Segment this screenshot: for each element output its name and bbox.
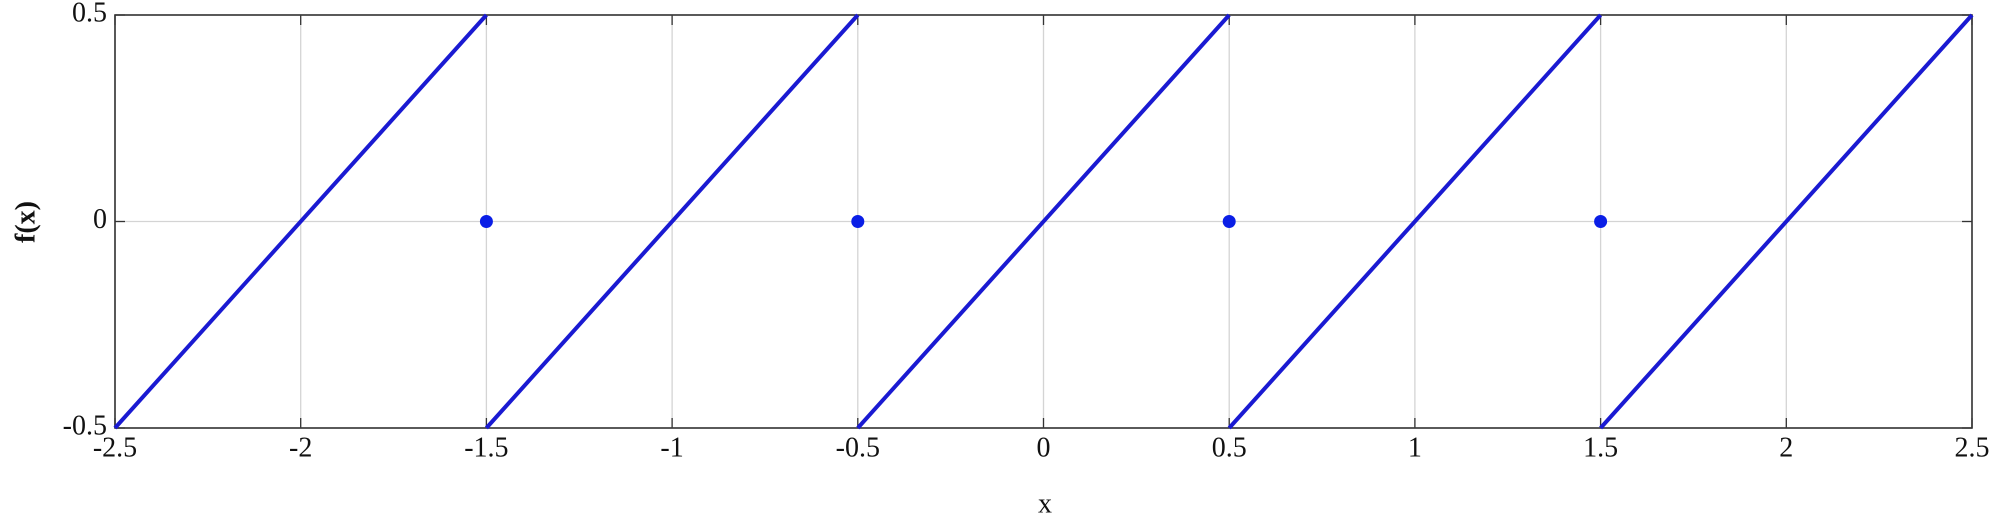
point xyxy=(1222,215,1236,228)
y-tick-label: 0.5 xyxy=(72,0,107,28)
x-tick-label: -2 xyxy=(289,432,312,463)
x-tick-label: 0.5 xyxy=(1212,432,1247,463)
x-tick-label: 0 xyxy=(1037,432,1051,463)
x-tick-label: -0.5 xyxy=(836,432,880,463)
point xyxy=(851,215,865,228)
y-tick-label: 0 xyxy=(93,204,107,235)
x-tick-label: 1.5 xyxy=(1583,432,1618,463)
x-tick-label: -1.5 xyxy=(464,432,508,463)
point xyxy=(479,215,493,228)
x-tick-label: 1 xyxy=(1408,432,1422,463)
y-tick-label: -0.5 xyxy=(63,410,107,441)
plot-frame xyxy=(114,14,1973,429)
y-axis-label: f(x) xyxy=(10,201,41,243)
x-tick-label: -2.5 xyxy=(93,432,137,463)
line-series xyxy=(113,13,1974,430)
x-tick-label: 2.5 xyxy=(1955,432,1990,463)
x-tick-label: 2 xyxy=(1779,432,1793,463)
point xyxy=(1594,215,1608,228)
x-axis-label: x xyxy=(1038,488,1052,519)
x-tick-label: -1 xyxy=(660,432,683,463)
